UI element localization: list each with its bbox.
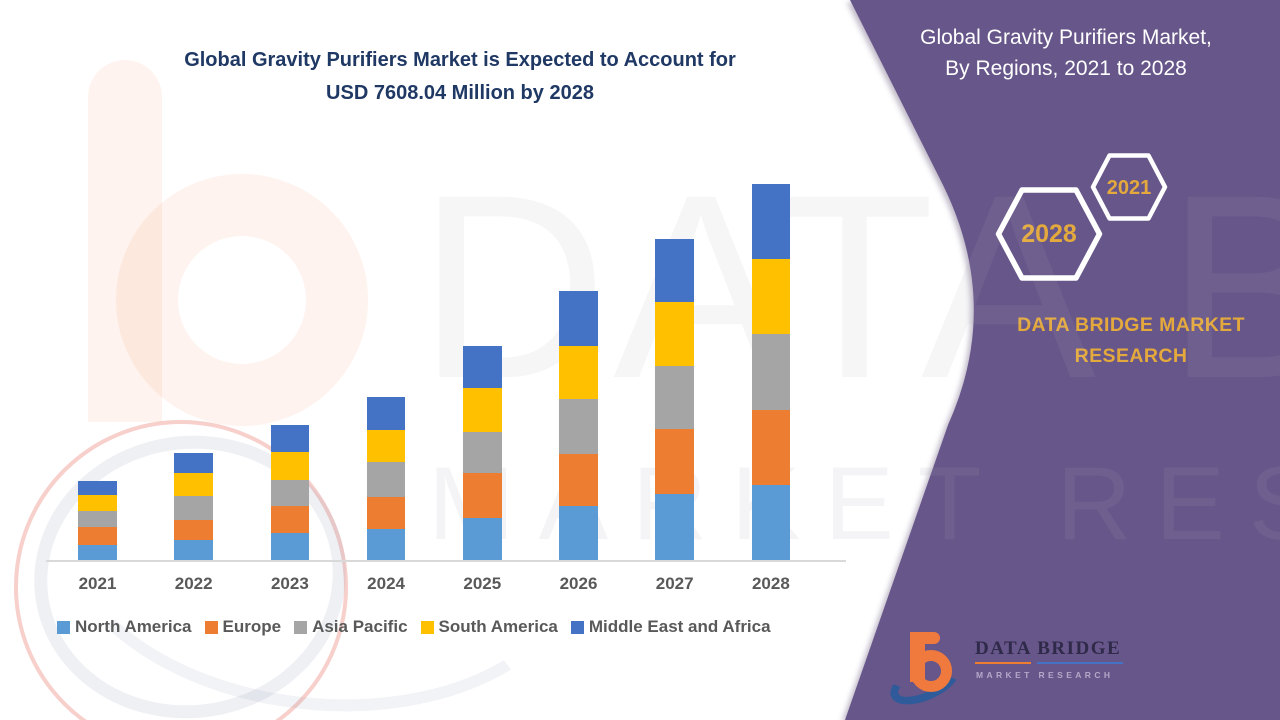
bar-segment-south-america: [78, 494, 117, 512]
brand-text: DATA BRIDGE MARKET RESEARCH: [1000, 310, 1262, 372]
bar-segment-asia-pacific: [366, 462, 406, 497]
panel-title-line1: Global Gravity Purifiers Market,: [920, 26, 1212, 49]
bar-2027: [655, 238, 694, 561]
chart-title-line2: USD 7608.04 Million by 2028: [326, 82, 594, 104]
legend-label: South America: [438, 617, 558, 636]
bar-segment-europe: [174, 519, 213, 540]
badge-hexagon-2021: 2021: [1090, 153, 1168, 221]
x-label-2027: 2027: [655, 574, 694, 593]
legend-item-asia-pacific: Asia Pacific: [294, 617, 408, 637]
panel-title-line2: By Regions, 2021 to 2028: [945, 57, 1187, 80]
legend-swatch-icon: [420, 620, 434, 634]
bar-2025: [463, 345, 502, 561]
bar-segment-middle-east-and-africa: [751, 184, 791, 259]
logo-subtitle: MARKET RESEARCH: [976, 670, 1114, 680]
chart-title: Global Gravity Purifiers Market is Expec…: [40, 44, 880, 110]
legend-swatch-icon: [294, 620, 308, 634]
x-label-2022: 2022: [174, 574, 213, 593]
bar-segment-europe: [463, 473, 502, 519]
legend-item-south-america: South America: [420, 617, 558, 637]
bar-segment-north-america: [559, 506, 598, 561]
bar-segment-north-america: [751, 484, 791, 561]
chart-title-line1: Global Gravity Purifiers Market is Expec…: [184, 49, 736, 71]
bar-segment-south-america: [655, 302, 694, 366]
bar-2028: [751, 184, 791, 561]
bar-segment-europe: [655, 429, 694, 495]
bar-segment-middle-east-and-africa: [655, 238, 694, 303]
chart-legend: North America Europe Asia Pacific South Ame…: [57, 617, 771, 637]
x-label-2025: 2025: [463, 574, 502, 593]
bar-segment-south-america: [463, 388, 502, 432]
logo-underline-blue: [1037, 662, 1123, 664]
bar-segment-middle-east-and-africa: [559, 290, 598, 347]
legend-label: Middle East and Africa: [588, 617, 771, 636]
bar-segment-europe: [78, 526, 117, 545]
x-axis-line: [46, 560, 846, 562]
brand-text-line1: DATA BRIDGE MARKET: [1017, 314, 1245, 336]
legend-swatch-icon: [57, 620, 70, 634]
bar-segment-europe: [270, 505, 310, 534]
x-label-2026: 2026: [559, 574, 598, 593]
legend-label: North America: [75, 617, 192, 636]
logo-underline-orange: [975, 662, 1031, 664]
bar-2026: [559, 290, 598, 561]
legend-swatch-icon: [204, 620, 218, 634]
bar-segment-asia-pacific: [559, 399, 598, 454]
bar-segment-middle-east-and-africa: [270, 424, 310, 453]
bar-segment-asia-pacific: [751, 334, 791, 411]
legend-label: Asia Pacific: [312, 617, 408, 636]
x-label-2023: 2023: [270, 574, 309, 593]
bar-segment-europe: [366, 496, 406, 529]
badge-2028-label: 2028: [1021, 220, 1077, 248]
bar-segment-north-america: [463, 518, 502, 561]
bar-segment-north-america: [655, 494, 694, 561]
bar-segment-north-america: [174, 539, 213, 561]
bar-segment-middle-east-and-africa: [174, 452, 213, 474]
legend-item-europe: Europe: [204, 617, 282, 637]
panel-background: [845, 0, 1280, 720]
bar-segment-asia-pacific: [655, 365, 694, 430]
bar-segment-north-america: [366, 528, 406, 561]
side-panel: DATA BRIDGE MARKET RESEARCH Global Gravi…: [820, 0, 1280, 720]
bar-segment-south-america: [174, 473, 213, 497]
badge-2021-label: 2021: [1107, 177, 1152, 199]
bar-segment-asia-pacific: [270, 479, 310, 506]
bar-segment-middle-east-and-africa: [78, 480, 117, 495]
bar-2022: [174, 452, 213, 561]
logo-b-bowl-icon: [910, 650, 952, 692]
bar-segment-europe: [559, 453, 598, 507]
bar-2021: [78, 480, 117, 561]
bar-segment-south-america: [366, 430, 406, 463]
legend-swatch-icon: [570, 620, 584, 634]
bar-segment-asia-pacific: [463, 431, 502, 474]
legend-label: Europe: [222, 617, 282, 636]
legend-item-middle-east-and-africa: Middle East and Africa: [570, 617, 771, 637]
bar-segment-south-america: [559, 346, 598, 400]
legend-item-north-america: North America: [57, 617, 192, 637]
bar-segment-asia-pacific: [174, 496, 213, 520]
company-logo: DATA BRIDGE MARKET RESEARCH: [880, 624, 1180, 714]
x-label-2024: 2024: [367, 574, 406, 593]
logo-title: DATA BRIDGE: [975, 638, 1122, 659]
badge-hexagon-2028: 2028: [995, 187, 1103, 281]
bar-segment-middle-east-and-africa: [366, 397, 406, 431]
bar-segment-middle-east-and-africa: [463, 345, 502, 389]
x-label-2028: 2028: [751, 574, 790, 593]
bar-segment-south-america: [751, 258, 791, 335]
bar-2023: [270, 424, 310, 561]
x-label-2021: 2021: [78, 574, 117, 593]
panel-title: Global Gravity Purifiers Market, By Regi…: [856, 22, 1276, 84]
bar-segment-asia-pacific: [78, 511, 117, 527]
bar-segment-south-america: [270, 452, 310, 480]
bar-segment-north-america: [270, 533, 310, 561]
brand-text-line2: RESEARCH: [1074, 345, 1188, 367]
bar-segment-europe: [751, 410, 791, 485]
bar-2024: [366, 397, 406, 561]
bar-segment-north-america: [78, 544, 117, 561]
